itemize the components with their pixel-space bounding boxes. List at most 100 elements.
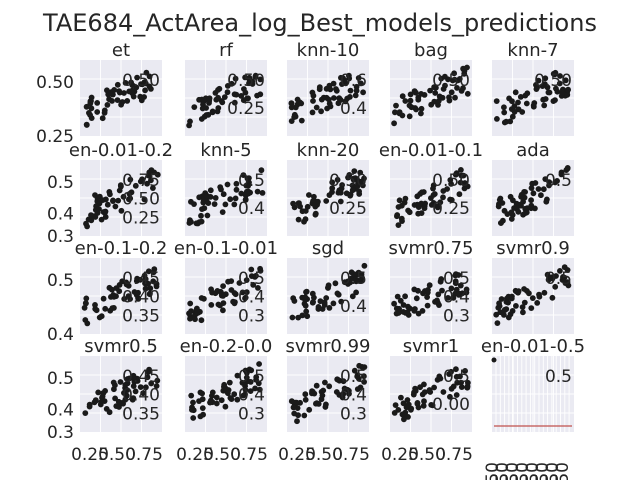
data-point <box>104 87 110 94</box>
data-point <box>146 291 153 298</box>
data-point <box>109 305 116 311</box>
data-point <box>216 85 223 92</box>
data-point <box>123 281 130 288</box>
data-point <box>107 191 113 198</box>
data-point <box>94 195 101 202</box>
data-point <box>413 106 419 113</box>
data-point <box>230 298 237 305</box>
data-point <box>336 187 343 194</box>
data-point <box>352 175 359 182</box>
data-point <box>512 89 519 96</box>
y-tick-label: 0.50 <box>534 71 572 91</box>
data-point <box>445 295 451 301</box>
data-point <box>544 271 551 278</box>
x-tick-label: 0.50 <box>493 462 513 480</box>
data-point <box>340 378 347 385</box>
data-point <box>339 182 345 188</box>
y-tick-label: 0.3 <box>47 227 74 247</box>
data-point <box>257 267 264 274</box>
data-point <box>339 394 346 401</box>
data-point <box>198 295 205 301</box>
data-point <box>333 86 339 92</box>
panel-title: en-0.1-0.01 <box>174 238 278 259</box>
data-point <box>310 299 316 305</box>
data-point <box>116 288 123 295</box>
data-point <box>141 196 148 203</box>
data-point <box>354 373 361 380</box>
panel-title: sgd <box>312 238 344 259</box>
data-point <box>392 109 398 116</box>
data-point <box>145 268 152 275</box>
y-tick-label: 0.5 <box>340 269 367 289</box>
data-point <box>440 194 446 201</box>
data-point <box>253 272 259 279</box>
data-point <box>439 287 445 294</box>
panel-title: en-0.01-0.2 <box>69 140 173 161</box>
data-point <box>565 282 572 289</box>
panel-title: en-0.01-0.1 <box>379 140 483 161</box>
data-point <box>222 201 229 208</box>
data-point <box>501 109 508 116</box>
x-tick-label: 0.50 <box>553 462 573 480</box>
data-point <box>227 196 234 203</box>
y-tick-label: 0.35 <box>122 306 160 326</box>
data-point <box>521 299 528 306</box>
data-point <box>288 118 295 124</box>
y-tick-label: 0.3 <box>340 404 367 424</box>
data-point <box>501 104 507 111</box>
data-point <box>411 307 418 314</box>
data-point <box>295 314 302 321</box>
data-point <box>431 191 438 197</box>
data-point <box>448 89 455 96</box>
panel-title: bag <box>414 40 448 61</box>
data-point <box>302 294 309 301</box>
data-point <box>140 390 147 397</box>
figure-title: TAE684_ActArea_log_Best_models_predictio… <box>42 9 597 37</box>
data-point <box>190 399 196 406</box>
data-point <box>329 189 335 196</box>
data-point <box>436 302 442 308</box>
data-point <box>402 98 409 104</box>
data-point <box>288 100 295 107</box>
panel-title: knn-20 <box>297 140 360 161</box>
data-point <box>496 196 503 203</box>
data-point <box>219 99 226 106</box>
data-point <box>248 266 255 273</box>
y-tick-label: 0.4 <box>340 99 367 119</box>
data-point <box>209 392 215 399</box>
data-point <box>530 190 537 197</box>
data-point <box>96 314 103 321</box>
data-point <box>528 205 534 212</box>
data-point <box>455 292 462 298</box>
data-point <box>565 86 571 93</box>
data-point <box>413 295 420 302</box>
data-point <box>447 177 454 183</box>
x-tick-label: 0.50 <box>543 462 563 480</box>
y-tick-label: 0.45 <box>122 367 160 387</box>
data-point <box>246 175 252 182</box>
data-point <box>564 267 571 273</box>
y-tick-label: 0.5 <box>47 369 74 389</box>
data-point <box>407 91 414 98</box>
data-point <box>306 406 313 413</box>
data-point <box>133 292 140 298</box>
y-tick-label: 0.50 <box>36 73 74 93</box>
data-point <box>148 167 155 174</box>
data-point <box>500 217 506 224</box>
y-tick-label: 0.40 <box>122 386 160 406</box>
data-point <box>501 119 508 126</box>
data-point <box>204 212 211 219</box>
data-point <box>242 367 249 374</box>
data-point <box>211 201 218 208</box>
data-point <box>559 89 566 96</box>
data-point <box>110 91 116 98</box>
data-point <box>404 309 411 315</box>
data-point <box>108 294 114 300</box>
data-point <box>293 399 300 406</box>
data-point <box>355 75 362 81</box>
y-tick-label: 0.25 <box>227 99 265 119</box>
data-point <box>88 94 95 101</box>
data-point <box>84 223 90 230</box>
y-tick-label: 0.6 <box>340 71 367 91</box>
data-point <box>462 368 468 374</box>
